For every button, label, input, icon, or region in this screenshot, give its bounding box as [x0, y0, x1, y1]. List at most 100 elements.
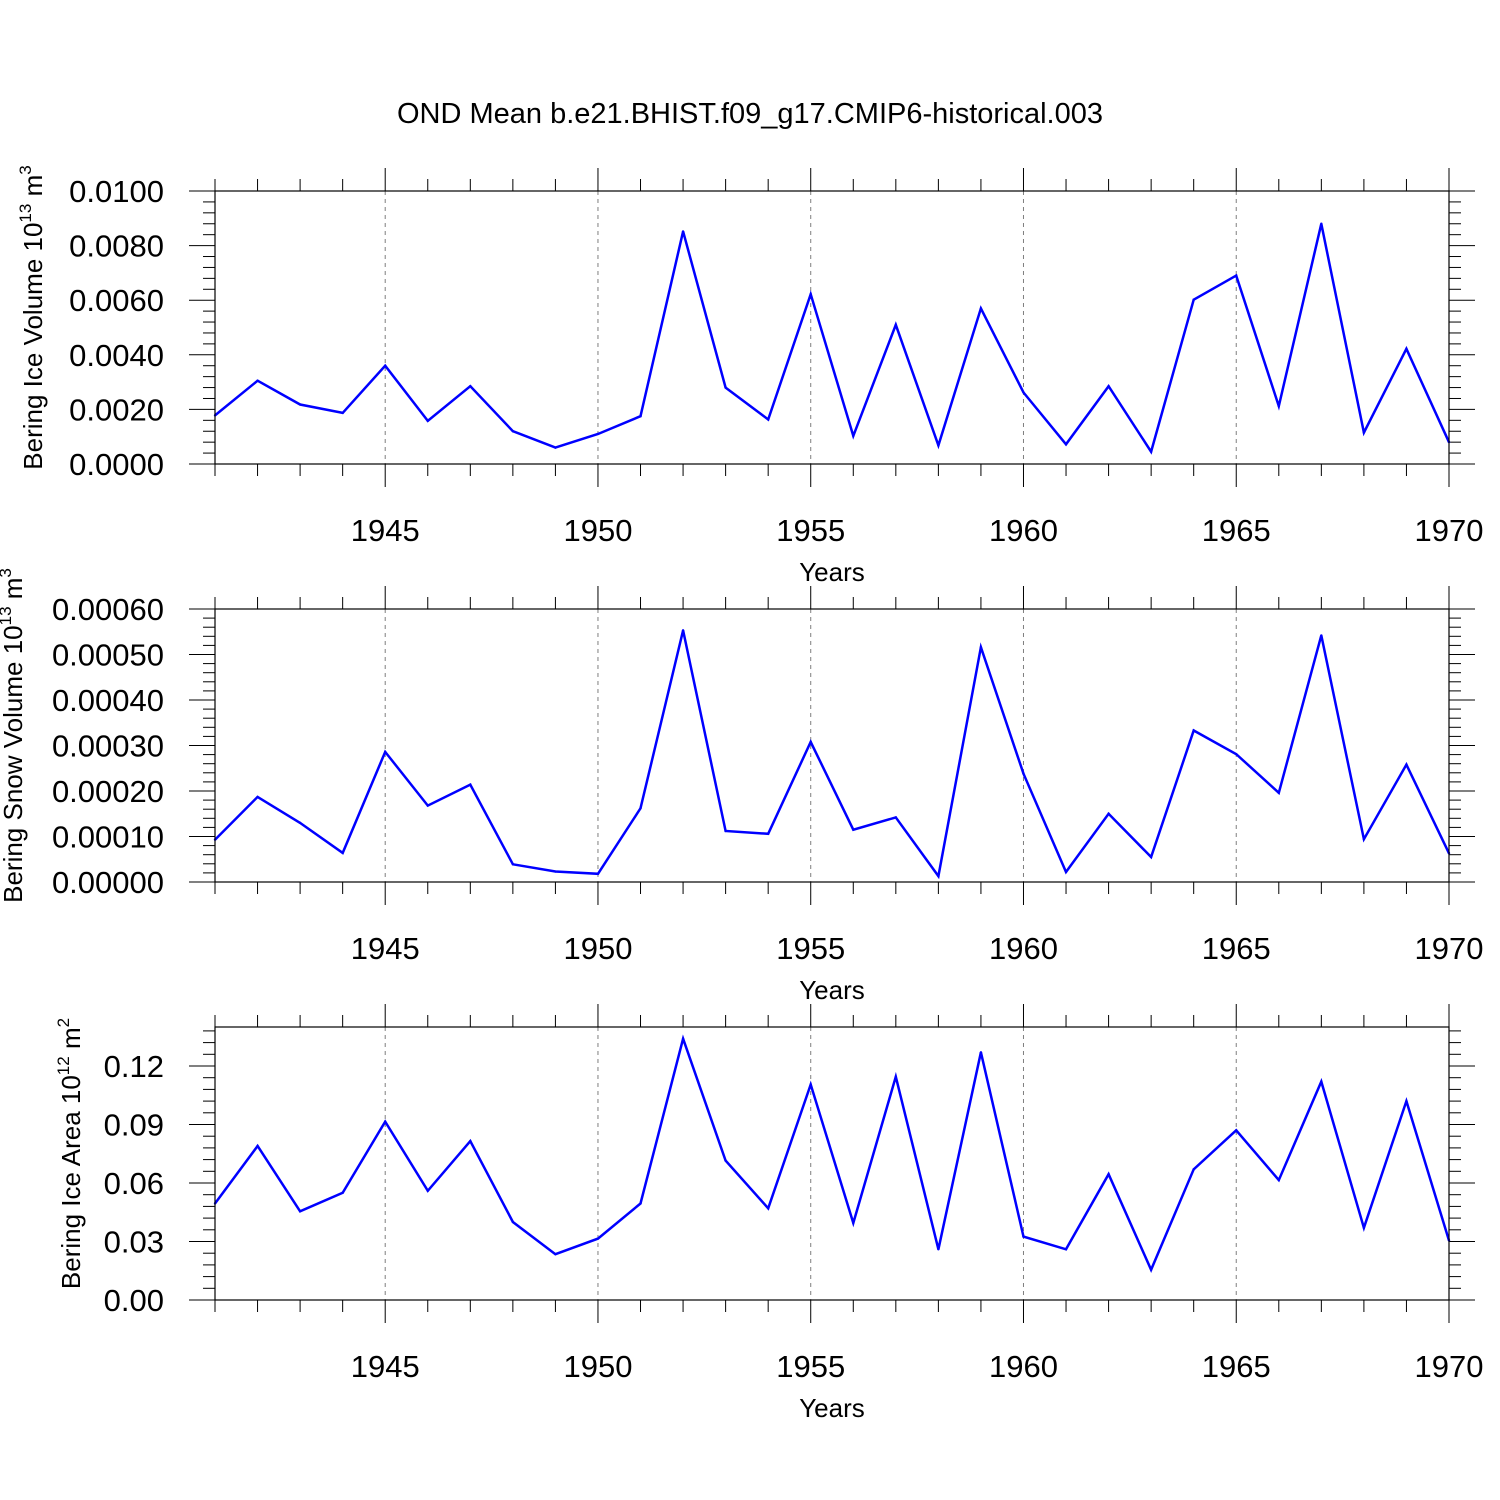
data-point: [554, 870, 557, 873]
data-point: [1107, 384, 1110, 388]
y-tick-label: 0.0000: [69, 447, 164, 482]
x-tick-label: 1965: [1202, 931, 1271, 966]
panel-1: 0.0000 0.0020 0.0040 0.0060 0.0080 0.0100 1945…: [16, 165, 1483, 587]
data-point: [979, 1051, 983, 1054]
y-axis-label-part: m: [18, 175, 48, 204]
y-tick-label: 0.09: [104, 1108, 164, 1143]
data-point: [1149, 855, 1153, 859]
data-point: [298, 821, 302, 825]
data-point: [341, 851, 344, 855]
y-axis-label: Bering Ice Volume 1013 m3: [16, 165, 48, 469]
data-point: [937, 874, 940, 878]
x-tick-label: 1965: [1202, 513, 1271, 548]
y-tick-label: 0.03: [104, 1225, 164, 1260]
y-axis-label-part: 12: [54, 1056, 73, 1075]
data-point: [809, 292, 812, 296]
y-tick-label: 0.00050: [52, 638, 164, 673]
data-point: [937, 1248, 940, 1251]
data-point: [1064, 870, 1068, 874]
plot-frame: [214, 1026, 1450, 1301]
x-axis-label: Years: [799, 1393, 865, 1423]
data-point: [1235, 274, 1238, 277]
data-point: [852, 1221, 855, 1225]
y-axis-label-part: m: [0, 578, 28, 607]
data-point: [384, 364, 387, 367]
y-tick-label: 0.06: [104, 1166, 164, 1201]
data-point: [639, 1202, 642, 1205]
data-point: [639, 415, 642, 418]
x-tick-label: 1945: [351, 513, 420, 548]
data-point: [1064, 1248, 1068, 1251]
y-axis-label: Bering Snow Volume 1013 m3: [0, 568, 28, 903]
data-point: [511, 1220, 515, 1224]
y-tick-label: 0.00: [104, 1283, 164, 1318]
data-point: [681, 1037, 685, 1040]
data-point: [1149, 450, 1153, 453]
data-point: [1107, 812, 1110, 815]
data-point: [298, 403, 302, 406]
data-point: [341, 411, 344, 415]
y-axis-label-part: m: [56, 1027, 86, 1056]
data-point: [1022, 391, 1025, 394]
panel-3: 0.00 0.03 0.06 0.09 0.12 1945 1950 1955 1960 1965…: [54, 1004, 1483, 1423]
data-point: [766, 418, 770, 421]
x-tick-label: 1970: [1415, 931, 1484, 966]
data-point: [1149, 1268, 1153, 1271]
x-tick-label: 1945: [351, 931, 420, 966]
data-point: [724, 1159, 727, 1162]
data-series-line: [213, 1034, 1451, 1273]
data-point: [852, 828, 855, 831]
x-tick-label: 1960: [989, 931, 1058, 966]
data-point: [426, 419, 429, 423]
data-point: [639, 807, 642, 810]
data-point: [1235, 752, 1238, 756]
data-point: [511, 863, 515, 866]
x-tick-label: 1955: [776, 931, 845, 966]
data-point: [979, 307, 983, 310]
y-axis-label-part: Bering Snow Volume 10: [0, 625, 28, 903]
data-point: [937, 444, 940, 447]
data-point: [341, 1191, 344, 1194]
data-point: [1362, 1226, 1366, 1230]
x-tick-label: 1950: [563, 513, 632, 548]
y-axis-label-part: 3: [16, 165, 35, 174]
y-tick-label: 0.0080: [69, 229, 164, 264]
data-point: [766, 1207, 770, 1210]
data-point: [1235, 1129, 1238, 1132]
y-tick-label: 0.0100: [69, 174, 164, 209]
data-point: [1320, 222, 1323, 225]
data-point: [1022, 1235, 1025, 1238]
data-point: [596, 432, 600, 436]
data-point: [256, 1144, 259, 1148]
data-point: [426, 1189, 429, 1193]
data-point: [1064, 443, 1068, 446]
data-point: [596, 1237, 600, 1240]
y-axis-label-part: Bering Ice Area 10: [56, 1075, 86, 1289]
y-axis-label-part: 13: [0, 606, 15, 625]
data-point: [681, 629, 685, 632]
data-point: [1277, 791, 1280, 795]
x-tick-label: 1970: [1415, 513, 1484, 548]
data-point: [809, 1083, 812, 1086]
data-point: [894, 1075, 898, 1078]
data-point: [511, 430, 515, 433]
data-point: [979, 646, 983, 649]
y-axis-label-part: 13: [16, 204, 35, 223]
data-point: [1405, 763, 1408, 766]
data-point: [256, 379, 259, 382]
data-point: [809, 740, 812, 744]
data-point: [554, 446, 557, 449]
x-axis-label: Years: [799, 975, 865, 1005]
data-point: [724, 829, 727, 833]
data-point: [469, 783, 472, 786]
y-tick-label: 0.00060: [52, 592, 164, 627]
data-point: [1192, 298, 1195, 301]
data-point: [1192, 729, 1195, 732]
data-point: [1022, 772, 1025, 775]
x-tick-label: 1960: [989, 513, 1058, 548]
data-point: [1320, 634, 1323, 637]
data-point: [596, 872, 600, 876]
y-axis-label: Bering Ice Area 1012 m2: [54, 1018, 86, 1289]
data-point: [1362, 838, 1366, 841]
